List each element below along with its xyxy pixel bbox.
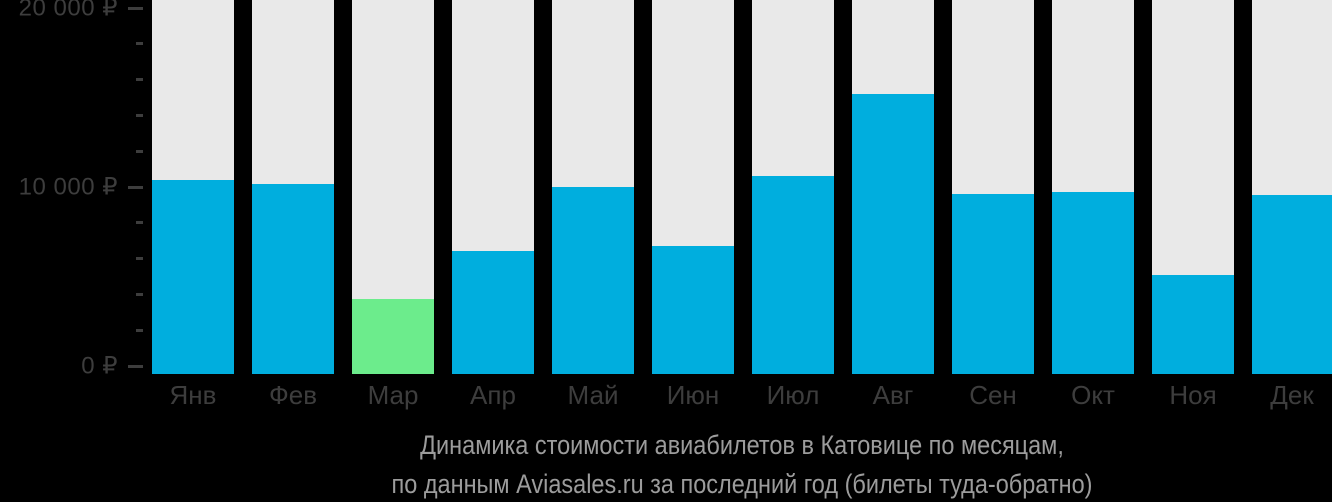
bar-column-1[interactable] bbox=[152, 0, 234, 374]
y-major-tick-0 bbox=[128, 364, 143, 368]
x-tick-label-4: Апр bbox=[470, 380, 516, 410]
bar-column-4[interactable] bbox=[452, 0, 534, 374]
bar-column-7[interactable] bbox=[752, 0, 834, 374]
bar-value-8[interactable] bbox=[852, 93, 934, 374]
bar-column-6[interactable] bbox=[652, 0, 734, 374]
y-tick-label-10000: 10 000 ₽ bbox=[18, 173, 118, 201]
y-minor-tick-8000 bbox=[136, 221, 143, 225]
bar-value-6[interactable] bbox=[652, 246, 734, 374]
bar-value-10[interactable] bbox=[1052, 192, 1134, 374]
x-tick-label-11: Ноя bbox=[1169, 380, 1217, 410]
y-minor-tick-6000 bbox=[136, 257, 143, 261]
bar-column-11[interactable] bbox=[1152, 0, 1234, 374]
bar-column-5[interactable] bbox=[552, 0, 634, 374]
chart-caption: Динамика стоимости авиабилетов в Катовиц… bbox=[152, 426, 1332, 502]
x-tick-label-9: Сен bbox=[969, 380, 1017, 410]
y-tick-label-0: 0 ₽ bbox=[81, 352, 118, 380]
bar-column-9[interactable] bbox=[952, 0, 1034, 374]
y-minor-tick-12000 bbox=[136, 149, 143, 153]
plot-area bbox=[152, 0, 1332, 374]
bar-value-5[interactable] bbox=[552, 187, 634, 374]
bar-value-2[interactable] bbox=[252, 184, 334, 374]
bar-value-11[interactable] bbox=[1152, 274, 1234, 374]
y-minor-tick-4000 bbox=[136, 292, 143, 296]
y-major-tick-10000 bbox=[128, 185, 143, 189]
caption-title: Динамика стоимости авиабилетов в Катовиц… bbox=[420, 430, 1064, 460]
x-tick-label-12: Дек bbox=[1270, 380, 1314, 410]
x-tick-label-10: Окт bbox=[1071, 380, 1115, 410]
x-tick-label-2: Фев bbox=[268, 380, 318, 410]
x-tick-label-6: Июн bbox=[666, 380, 720, 410]
bar-column-12[interactable] bbox=[1252, 0, 1332, 374]
y-minor-tick-14000 bbox=[136, 113, 143, 117]
y-minor-tick-18000 bbox=[136, 42, 143, 46]
y-tick-label-20000: 20 000 ₽ bbox=[18, 0, 118, 22]
bar-column-3[interactable] bbox=[352, 0, 434, 374]
bar-column-8[interactable] bbox=[852, 0, 934, 374]
bar-value-9[interactable] bbox=[952, 194, 1034, 374]
bar-column-10[interactable] bbox=[1052, 0, 1134, 374]
x-tick-label-1: Янв bbox=[169, 380, 217, 410]
bar-column-2[interactable] bbox=[252, 0, 334, 374]
y-major-tick-20000 bbox=[128, 6, 143, 10]
x-tick-label-5: Май bbox=[567, 380, 619, 410]
x-tick-label-8: Авг bbox=[872, 380, 914, 410]
bar-value-3[interactable] bbox=[352, 298, 434, 374]
bar-value-12[interactable] bbox=[1252, 195, 1332, 374]
bar-value-7[interactable] bbox=[752, 176, 834, 374]
bar-value-4[interactable] bbox=[452, 251, 534, 374]
x-tick-label-3: Мар bbox=[367, 380, 419, 410]
x-tick-label-7: Июл bbox=[766, 380, 820, 410]
caption-subtitle: по данным Aviasales.ru за последний год … bbox=[391, 469, 1093, 499]
y-minor-tick-2000 bbox=[136, 328, 143, 332]
bar-value-1[interactable] bbox=[152, 179, 234, 374]
y-minor-tick-16000 bbox=[136, 78, 143, 82]
